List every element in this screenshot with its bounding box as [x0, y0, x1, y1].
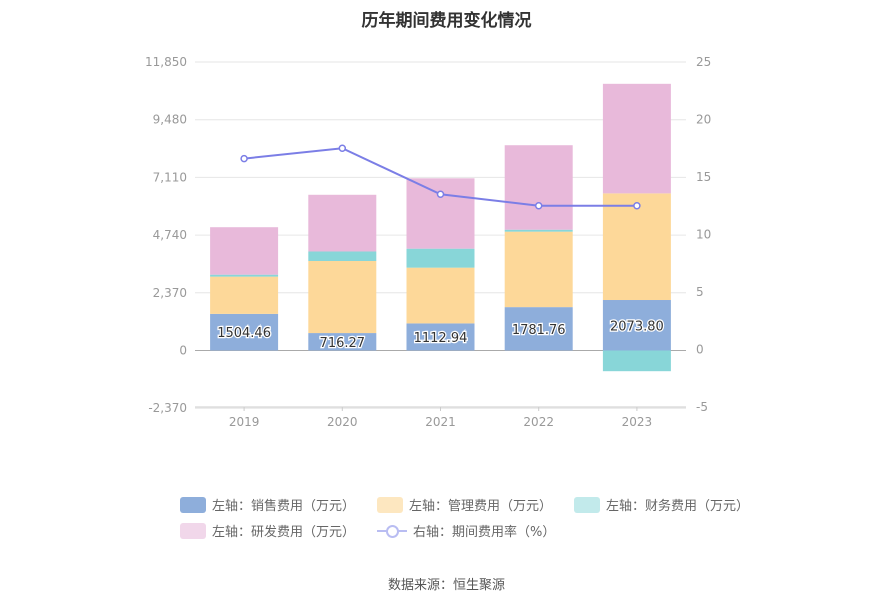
y-right-tick-label: 5	[696, 285, 704, 299]
legend-row-1: 左轴：销售费用（万元） 左轴：管理费用（万元） 左轴：财务费用（万元）	[180, 495, 771, 514]
y-right-tick-label: 15	[696, 170, 711, 184]
bar-segment	[504, 229, 573, 232]
y-right-tick-label: 25	[696, 55, 711, 69]
legend-label-rate: 右轴：期间费用率（%）	[413, 525, 556, 540]
bar-segment	[504, 231, 573, 308]
bar-segment	[210, 274, 279, 277]
rate-point	[240, 154, 248, 163]
legend-label-rd: 左轴：研发费用（万元）	[212, 525, 356, 540]
x-tick-label: 2023	[622, 415, 653, 429]
y-left-tick-label: 0	[179, 344, 187, 358]
y-right-tick-label: 10	[696, 228, 711, 242]
y-left-tick-label: -2,370	[148, 401, 187, 415]
y-left-tick-label: 9,480	[153, 113, 187, 127]
bar-segment	[406, 323, 475, 351]
finance-swatch	[574, 496, 601, 513]
bar-data-label: 716.27	[320, 336, 366, 351]
bar-data-label: 2073.80	[610, 319, 664, 334]
bar-segment	[406, 178, 475, 249]
rate-point	[633, 202, 641, 210]
bar-segment	[308, 251, 377, 261]
rd-swatch	[180, 522, 206, 539]
y-left-tick-label: 7,110	[153, 170, 187, 184]
rate-line-swatch	[377, 523, 408, 539]
y-right-tick-label: -5	[696, 400, 708, 414]
rate-point	[534, 202, 543, 210]
bar-segment	[406, 267, 475, 324]
bar-segment	[210, 313, 279, 351]
x-tick-label: 2019	[229, 415, 260, 429]
legend-item-sales[interactable]: 左轴：销售费用（万元）	[180, 495, 355, 514]
bar-segment	[504, 307, 573, 351]
y-right-tick-label: 0	[696, 343, 704, 357]
x-tick-label: 2020	[327, 415, 358, 429]
data-source: 数据来源：恒生聚源	[387, 578, 505, 593]
bar-data-label: 1112.94	[414, 331, 468, 346]
admin-swatch	[377, 496, 404, 513]
bar-segment	[602, 350, 671, 372]
y-right-tick-label: 20	[696, 113, 711, 127]
bar-segment	[210, 227, 279, 275]
bar-segment	[602, 193, 671, 301]
bar-data-label: 1781.76	[512, 323, 566, 338]
legend-item-finance[interactable]: 左轴：财务费用（万元）	[574, 495, 749, 514]
legend-label-sales: 左轴：销售费用（万元）	[212, 499, 356, 514]
bar-segment	[504, 145, 573, 230]
bar-segment	[308, 194, 377, 252]
legend-item-rd[interactable]: 左轴：研发费用（万元）	[180, 521, 355, 540]
x-tick-label: 2021	[425, 415, 456, 429]
rate-point	[338, 144, 347, 152]
bar-segment	[210, 276, 279, 314]
y-left-tick-label: 2,370	[153, 286, 187, 300]
x-tick-label: 2022	[523, 415, 554, 429]
y-left-tick-label: 4,740	[153, 228, 187, 242]
legend-label-admin: 左轴：管理费用（万元）	[409, 499, 553, 514]
legend-label-finance: 左轴：财务费用（万元）	[606, 499, 750, 514]
bar-data-label: 1504.46	[217, 326, 271, 341]
bar-segment	[308, 260, 377, 334]
bar-segment	[602, 300, 671, 351]
y-left-tick-label: 11,850	[145, 55, 187, 69]
chart-title: 历年期间费用变化情况	[361, 11, 532, 31]
rate-point	[436, 190, 445, 198]
legend-item-admin[interactable]: 左轴：管理费用（万元）	[377, 495, 552, 514]
bar-segment	[308, 333, 377, 351]
legend-row-2: 左轴：研发费用（万元） 右轴：期间费用率（%）	[180, 521, 577, 540]
bar-segment	[602, 83, 671, 194]
bar-segment	[406, 248, 475, 268]
sales-swatch	[180, 496, 206, 513]
legend-item-rate[interactable]: 右轴：期间费用率（%）	[377, 521, 555, 540]
